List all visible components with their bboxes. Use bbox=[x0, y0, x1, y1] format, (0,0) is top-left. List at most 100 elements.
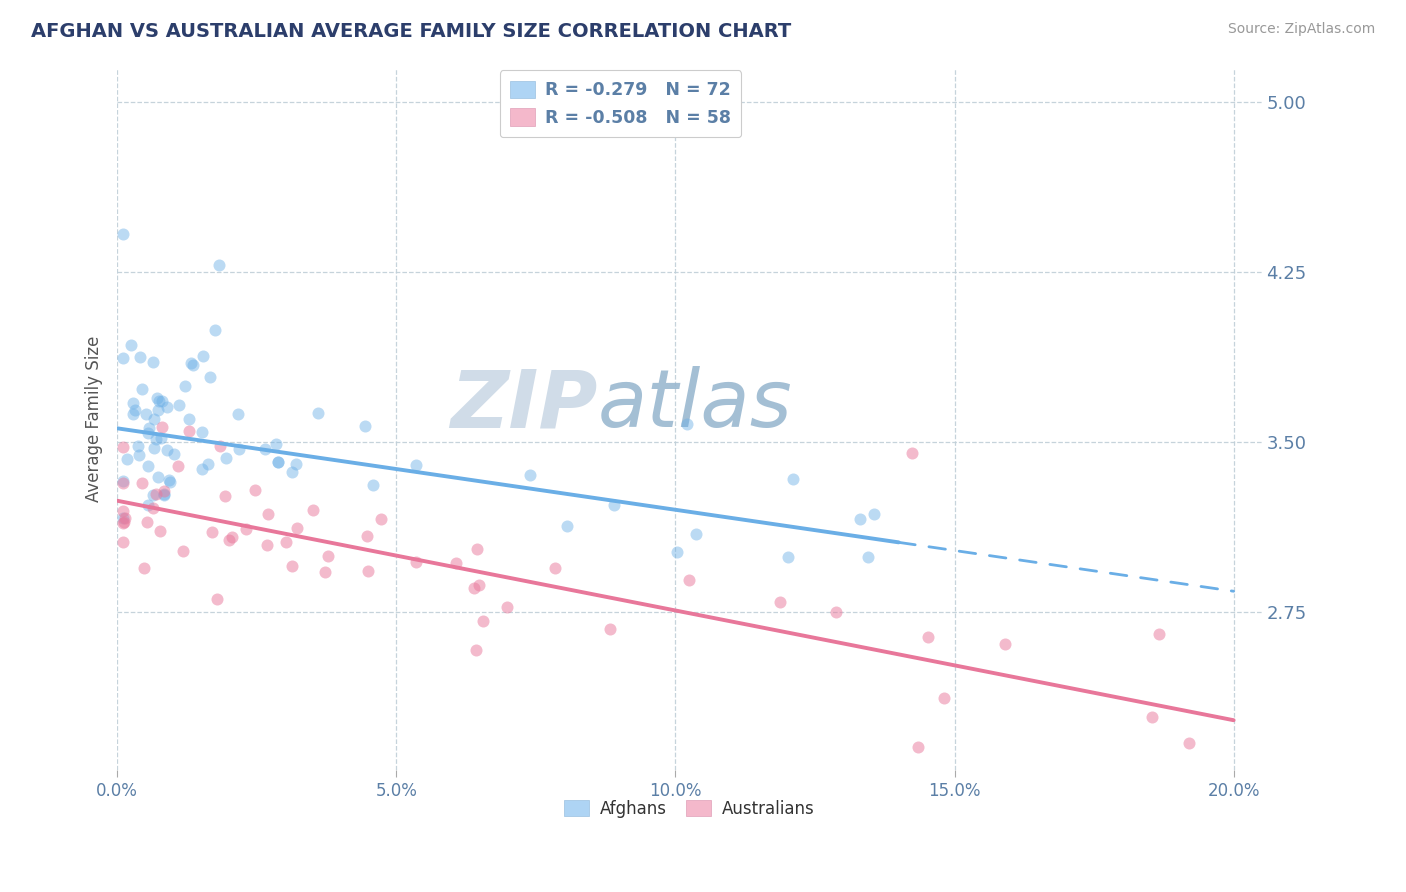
Point bbox=[124, 403, 146, 417]
Point bbox=[204, 323, 226, 337]
Text: AFGHAN VS AUSTRALIAN AVERAGE FAMILY SIZE CORRELATION CHART: AFGHAN VS AUSTRALIAN AVERAGE FAMILY SIZE… bbox=[31, 22, 792, 41]
Point bbox=[191, 462, 214, 476]
Point bbox=[153, 484, 176, 499]
Point bbox=[128, 448, 150, 462]
Point bbox=[111, 475, 134, 489]
Point bbox=[136, 498, 159, 512]
Point bbox=[180, 356, 202, 370]
Point bbox=[127, 439, 149, 453]
Point bbox=[825, 606, 848, 620]
Point bbox=[111, 516, 134, 530]
Point bbox=[675, 417, 697, 432]
Point bbox=[778, 549, 800, 564]
Point bbox=[209, 439, 232, 453]
Point bbox=[152, 394, 174, 409]
Point bbox=[301, 503, 323, 517]
Point bbox=[167, 459, 190, 474]
Point bbox=[111, 476, 134, 491]
Point bbox=[167, 398, 190, 412]
Point bbox=[361, 477, 384, 491]
Point bbox=[357, 564, 380, 578]
Point bbox=[122, 407, 145, 421]
Point bbox=[146, 470, 169, 484]
Point bbox=[148, 394, 170, 409]
Point bbox=[1140, 710, 1163, 724]
Point bbox=[444, 556, 467, 570]
Point bbox=[228, 442, 250, 456]
Point bbox=[111, 534, 134, 549]
Point bbox=[544, 561, 567, 575]
Point bbox=[1178, 736, 1201, 750]
Point bbox=[285, 457, 308, 471]
Point bbox=[136, 459, 159, 474]
Point bbox=[907, 740, 929, 755]
Point bbox=[138, 420, 160, 434]
Point bbox=[214, 489, 236, 503]
Point bbox=[207, 259, 229, 273]
Point bbox=[316, 549, 339, 563]
Point bbox=[142, 441, 165, 455]
Point bbox=[135, 407, 157, 421]
Point bbox=[264, 436, 287, 450]
Point bbox=[465, 542, 488, 557]
Point bbox=[356, 529, 378, 543]
Point bbox=[1149, 627, 1171, 641]
Point bbox=[205, 591, 228, 606]
Point bbox=[285, 521, 308, 535]
Point bbox=[496, 599, 519, 614]
Point bbox=[678, 573, 700, 587]
Point bbox=[281, 559, 304, 574]
Point bbox=[148, 403, 170, 417]
Text: Source: ZipAtlas.com: Source: ZipAtlas.com bbox=[1227, 22, 1375, 37]
Point bbox=[994, 637, 1017, 651]
Point bbox=[354, 418, 377, 433]
Point bbox=[129, 350, 152, 364]
Point bbox=[267, 454, 290, 468]
Point bbox=[142, 488, 165, 502]
Point bbox=[111, 227, 134, 241]
Point bbox=[863, 508, 886, 522]
Point bbox=[173, 378, 195, 392]
Point bbox=[221, 530, 243, 544]
Point bbox=[157, 473, 180, 487]
Point bbox=[177, 424, 200, 438]
Point bbox=[145, 432, 167, 446]
Point bbox=[131, 475, 153, 490]
Point bbox=[163, 447, 186, 461]
Point bbox=[121, 396, 143, 410]
Point bbox=[281, 465, 304, 479]
Point bbox=[901, 446, 924, 460]
Point bbox=[405, 555, 427, 569]
Point bbox=[254, 442, 277, 456]
Point bbox=[183, 358, 205, 372]
Point bbox=[200, 525, 222, 540]
Point bbox=[257, 508, 280, 522]
Point bbox=[370, 512, 392, 526]
Point bbox=[111, 440, 134, 454]
Point bbox=[235, 522, 257, 536]
Point bbox=[111, 510, 134, 524]
Point bbox=[112, 504, 135, 518]
Point bbox=[856, 550, 879, 565]
Point bbox=[519, 467, 541, 482]
Point bbox=[218, 533, 240, 548]
Point bbox=[197, 458, 219, 472]
Point bbox=[215, 451, 238, 466]
Point bbox=[156, 401, 179, 415]
Point bbox=[115, 452, 138, 467]
Point bbox=[134, 560, 156, 574]
Point bbox=[143, 412, 166, 426]
Point bbox=[599, 622, 621, 636]
Point bbox=[226, 407, 249, 421]
Point bbox=[111, 351, 134, 365]
Point bbox=[198, 370, 221, 384]
Point bbox=[172, 544, 194, 558]
Point bbox=[136, 515, 159, 529]
Point bbox=[156, 443, 179, 458]
Point bbox=[152, 487, 174, 501]
Point bbox=[603, 498, 626, 512]
Point bbox=[159, 475, 181, 489]
Point bbox=[146, 391, 169, 405]
Point bbox=[191, 425, 214, 439]
Point bbox=[849, 512, 872, 526]
